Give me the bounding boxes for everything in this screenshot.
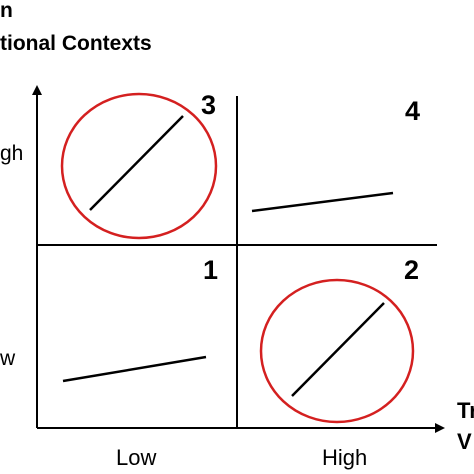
quadrant-1-number: 1	[203, 255, 219, 285]
x-high-label: High	[322, 445, 368, 470]
quadrant-4-number: 4	[405, 96, 421, 126]
x-low-label: Low	[116, 445, 157, 470]
quadrant-3-number: 3	[201, 90, 217, 120]
title-line-1: n	[0, 0, 13, 22]
quadrant-1-line	[62, 355, 207, 383]
quadrant-2-number: 2	[404, 255, 420, 285]
quadrant-3-circle	[60, 92, 218, 240]
x-axis-title-line-2: V	[457, 429, 472, 454]
quadrant-4-line	[251, 191, 394, 213]
x-axis-title-line-1: Tr	[457, 398, 474, 423]
y-low-label: w	[0, 347, 16, 370]
quadrant-3-line	[89, 115, 184, 211]
title-line-2: tional Contexts	[0, 32, 152, 55]
y-high-label: gh	[0, 142, 24, 165]
quadrant-2-line	[291, 302, 385, 397]
quadrant-2-circle	[259, 278, 415, 424]
